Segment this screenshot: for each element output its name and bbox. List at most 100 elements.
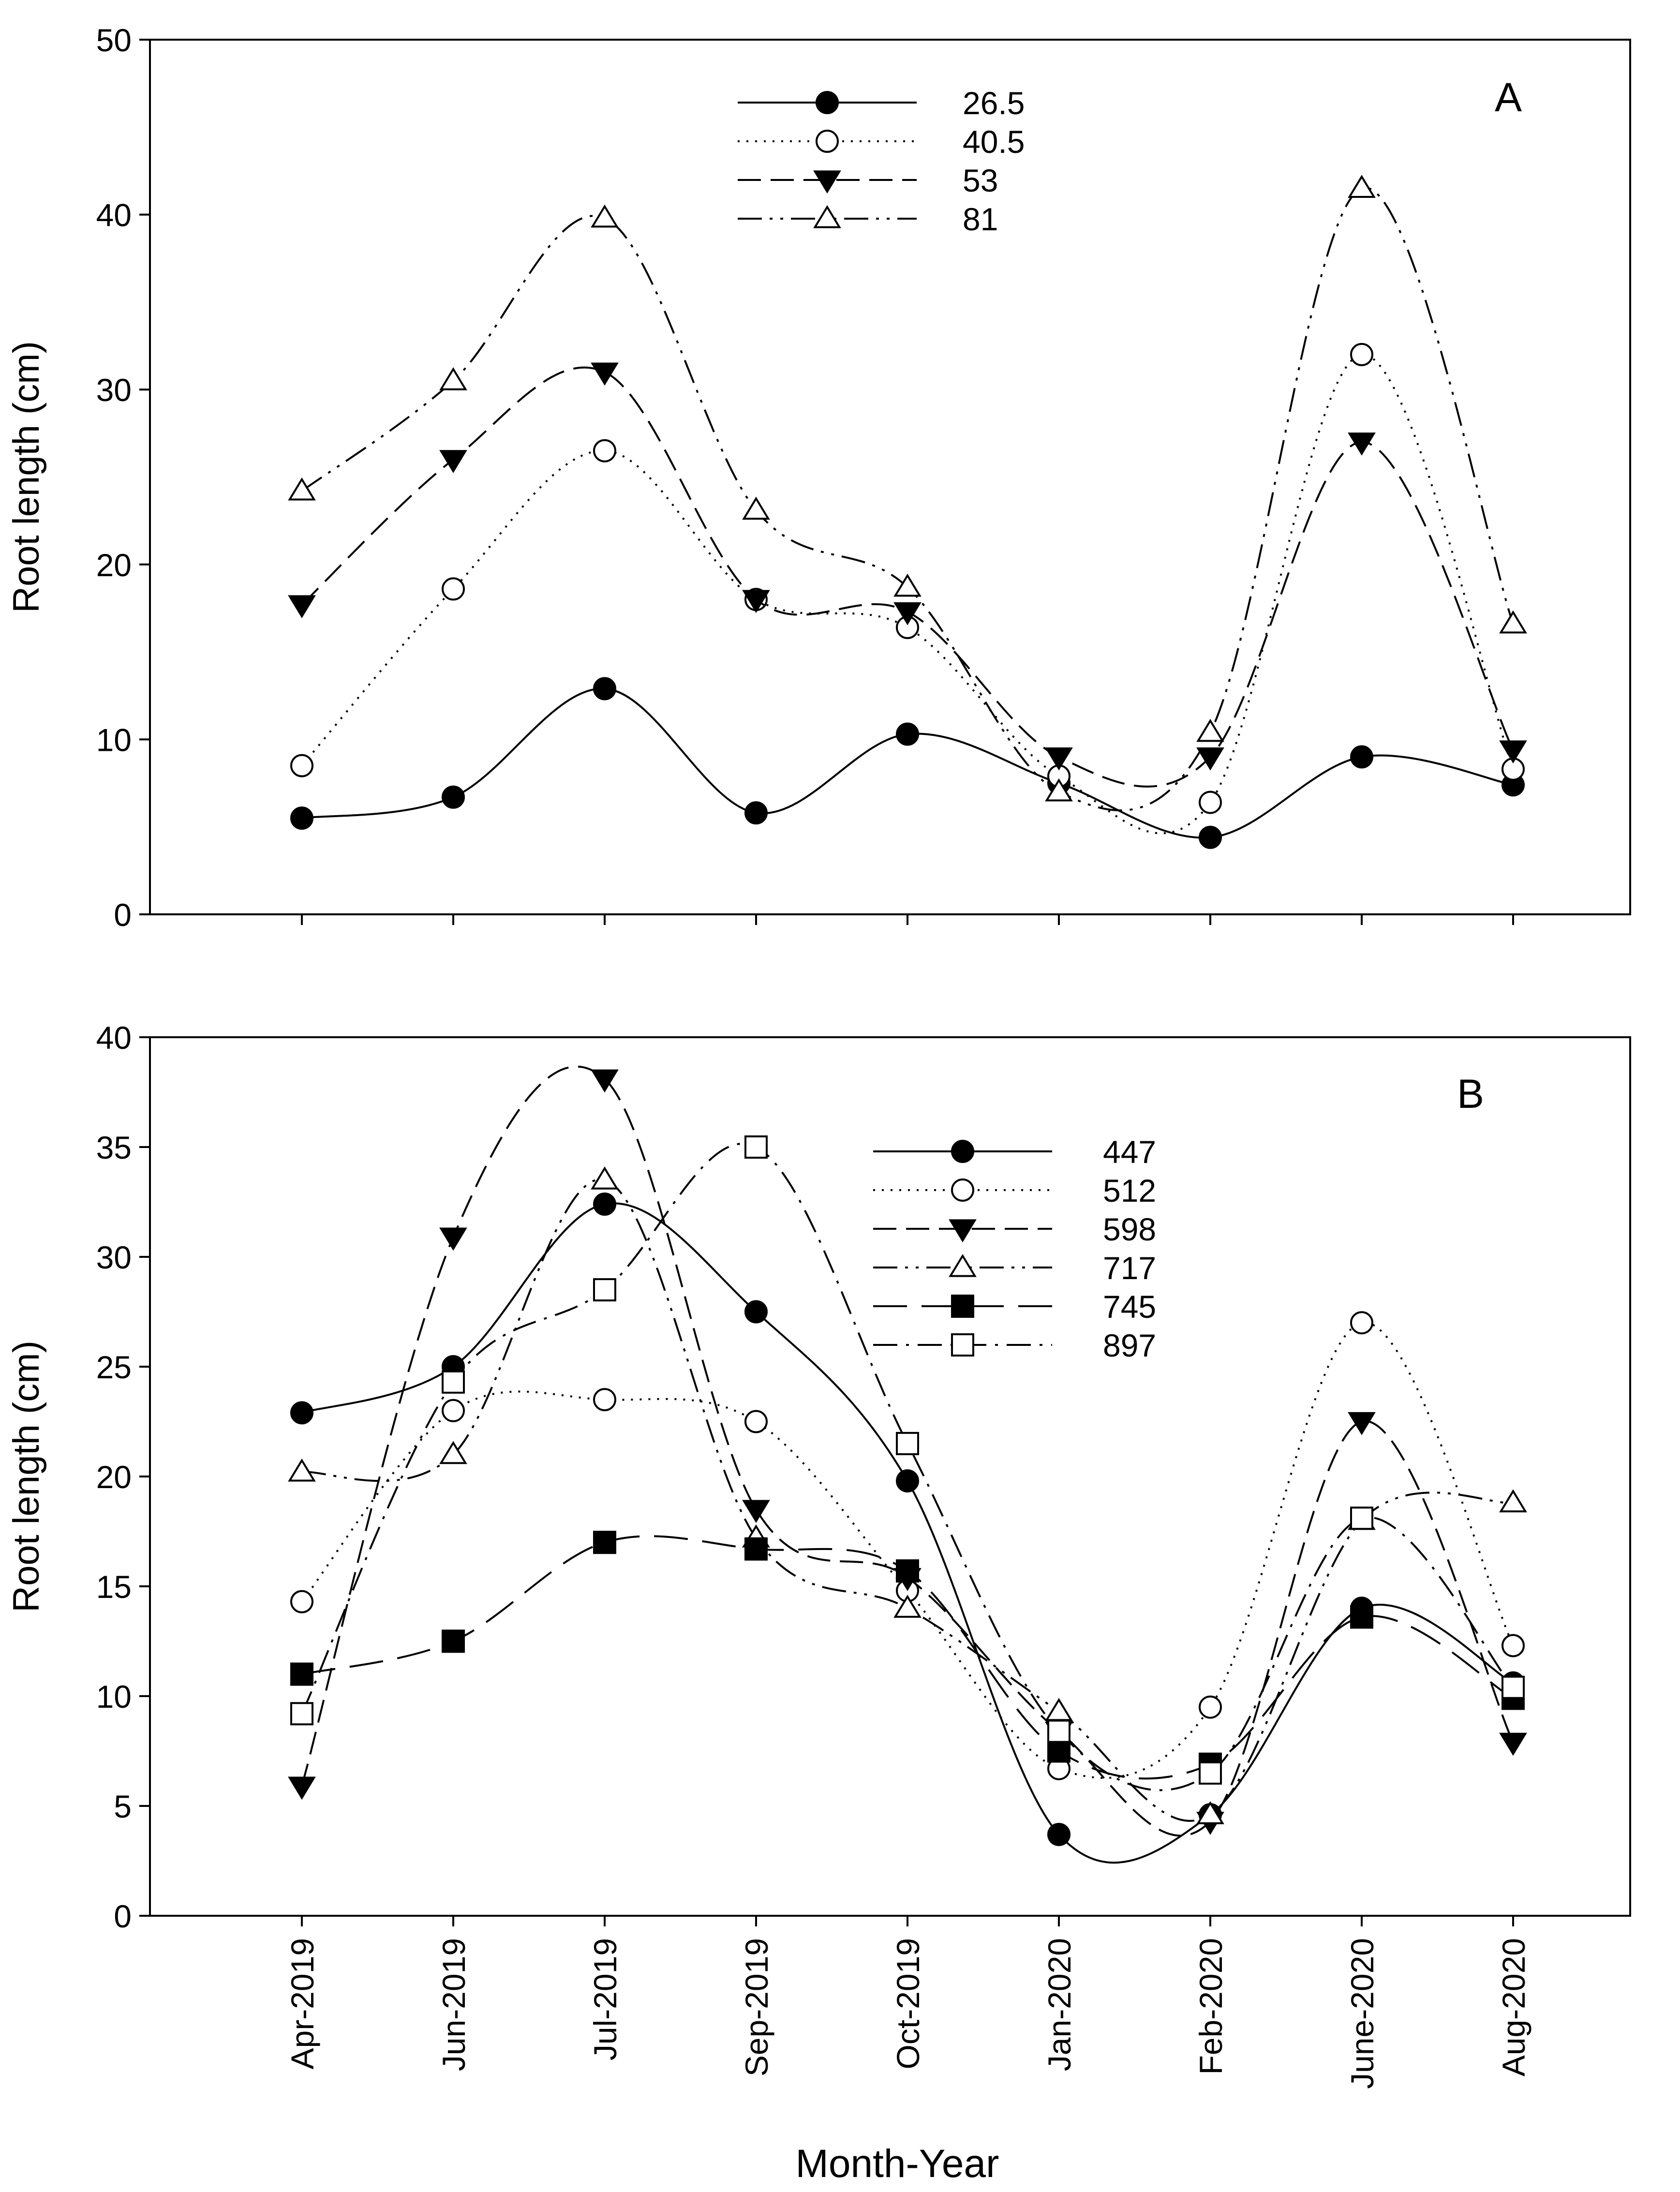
data-point	[893, 1595, 922, 1618]
data-point	[742, 1500, 770, 1523]
x-tick-label: June-2020	[1344, 1938, 1380, 2089]
y-tick-label: 20	[96, 547, 132, 583]
data-point	[1350, 1311, 1373, 1335]
series-897	[290, 1135, 1525, 1791]
y-tick-label: 0	[114, 1898, 132, 1934]
data-point	[1499, 1732, 1527, 1756]
data-point	[744, 801, 768, 825]
data-point	[439, 450, 467, 473]
data-point	[1350, 1605, 1373, 1629]
y-tick-label: 40	[96, 1020, 132, 1056]
legend-label: 897	[1103, 1327, 1156, 1363]
x-tick-label: Feb-2020	[1193, 1938, 1229, 2075]
legend-label: 26.5	[963, 85, 1025, 121]
data-point	[1348, 1412, 1376, 1435]
data-point	[1350, 745, 1373, 769]
series-512	[290, 1311, 1525, 1780]
y-tick-label: 30	[96, 1239, 132, 1275]
x-axis-title: Month-Year	[796, 2142, 999, 2186]
data-point	[1199, 1761, 1222, 1785]
data-point	[742, 496, 770, 520]
series-line	[301, 1178, 1514, 1822]
data-point	[1199, 790, 1222, 814]
legend-label: 512	[1103, 1173, 1156, 1208]
panel-b: 0 5 10 15 20 25 30 35 40 Apr-2019 Jun-2019 Jul-2019…	[6, 1020, 1631, 2089]
data-point	[593, 1388, 616, 1412]
legend-marker	[951, 1295, 974, 1318]
series-53	[288, 362, 1527, 788]
legend-item: 53	[738, 163, 998, 198]
data-point	[593, 677, 616, 701]
legend-marker	[951, 1333, 974, 1357]
y-tick-label: 30	[96, 372, 132, 408]
data-point	[593, 439, 616, 462]
y-tick-label: 5	[114, 1789, 132, 1824]
legend-marker	[949, 1253, 977, 1277]
y-axis-title: Root length (cm)	[6, 1341, 47, 1612]
data-point	[290, 754, 313, 777]
x-tick-label: Aug-2020	[1496, 1938, 1531, 2076]
legend-marker	[813, 170, 841, 194]
data-point	[288, 1776, 316, 1800]
data-point	[290, 1590, 313, 1613]
data-point	[290, 1702, 313, 1726]
data-point	[1502, 1634, 1525, 1657]
data-point	[593, 1193, 616, 1216]
legend-label: 40.5	[963, 124, 1025, 160]
data-point	[290, 1662, 313, 1686]
data-point	[439, 1227, 467, 1251]
data-point	[442, 1629, 465, 1653]
legend-label: 717	[1103, 1250, 1156, 1286]
data-point	[1045, 778, 1073, 802]
y-tick-label: 0	[114, 897, 132, 933]
y-tick-label: 20	[96, 1459, 132, 1495]
x-tick-label: Jan-2020	[1041, 1938, 1077, 2071]
series-line	[301, 1322, 1514, 1779]
y-axis-title: Root length (cm)	[6, 341, 47, 613]
data-point	[593, 1531, 616, 1554]
x-tick-label: Oct-2019	[890, 1938, 926, 2069]
data-point	[744, 1410, 768, 1433]
legend-item: 447	[873, 1134, 1156, 1170]
legend-item: 512	[873, 1173, 1156, 1208]
data-point	[442, 577, 465, 601]
data-point	[1199, 1695, 1222, 1719]
data-point	[893, 573, 922, 597]
panel-label: A	[1495, 75, 1522, 120]
data-point	[1350, 1506, 1373, 1530]
legend-marker	[813, 205, 841, 228]
data-point	[591, 204, 619, 228]
data-point	[742, 590, 770, 613]
data-point	[591, 1166, 619, 1190]
data-point	[1196, 747, 1224, 771]
series-line	[301, 366, 1514, 788]
data-point	[442, 785, 465, 809]
data-point	[1499, 610, 1527, 634]
series-line	[301, 1065, 1514, 1837]
x-tick-label: Jul-2019	[587, 1938, 623, 2060]
y-tick-label: 35	[96, 1130, 132, 1165]
series-40.5	[290, 343, 1525, 835]
series-26.5	[290, 677, 1525, 849]
data-point	[1350, 343, 1373, 366]
data-point	[1199, 825, 1222, 849]
y-tick-label: 10	[96, 1679, 132, 1715]
y-tick-label: 40	[96, 197, 132, 233]
legend-item: 897	[873, 1327, 1156, 1363]
legend-marker	[949, 1219, 977, 1243]
legend-label: 447	[1103, 1134, 1156, 1170]
data-point	[1196, 1801, 1224, 1824]
y-tick-label: 25	[96, 1349, 132, 1385]
data-point	[893, 602, 922, 626]
legend-item: 745	[873, 1289, 1156, 1325]
data-point	[288, 1458, 316, 1482]
data-point	[1499, 740, 1527, 764]
data-point	[591, 1069, 619, 1093]
data-point	[896, 722, 919, 746]
data-point	[1502, 1675, 1525, 1699]
legend-item: 40.5	[738, 124, 1025, 160]
data-point	[1047, 1739, 1070, 1763]
